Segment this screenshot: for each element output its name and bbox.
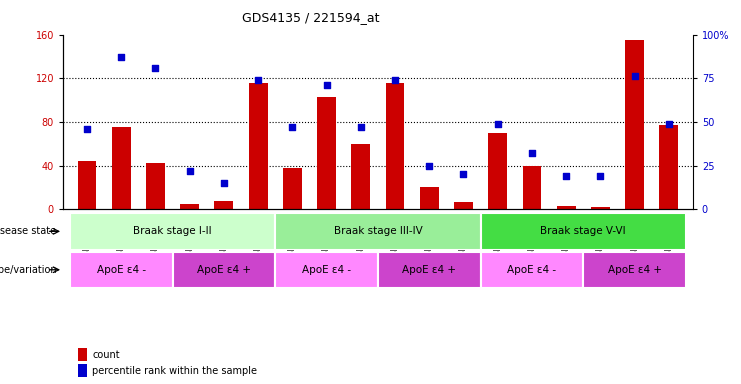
Point — [526, 150, 538, 156]
Bar — [180, 204, 199, 209]
Bar — [146, 164, 165, 209]
Bar — [78, 348, 87, 361]
Text: GDS4135 / 221594_at: GDS4135 / 221594_at — [242, 12, 380, 25]
Bar — [283, 168, 302, 209]
Text: ApoE ε4 +: ApoE ε4 + — [402, 265, 456, 275]
Point — [321, 82, 333, 88]
Bar — [385, 83, 405, 209]
Point — [355, 124, 367, 130]
Point — [218, 180, 230, 186]
Bar — [317, 97, 336, 209]
Point — [252, 77, 264, 83]
Bar — [488, 133, 507, 209]
Text: count: count — [92, 349, 120, 359]
Text: Braak stage V-VI: Braak stage V-VI — [540, 226, 626, 237]
Point — [628, 73, 640, 79]
Point — [389, 77, 401, 83]
Text: percentile rank within the sample: percentile rank within the sample — [92, 366, 257, 376]
Bar — [659, 125, 678, 209]
Point — [663, 121, 675, 127]
Point — [457, 171, 469, 177]
Point — [116, 54, 127, 60]
Bar — [78, 161, 96, 209]
Text: ApoE ε4 +: ApoE ε4 + — [608, 265, 662, 275]
Text: genotype/variation: genotype/variation — [0, 265, 59, 275]
Bar — [591, 207, 610, 209]
Bar — [378, 252, 481, 288]
Text: Braak stage I-II: Braak stage I-II — [133, 226, 212, 237]
Text: ApoE ε4 -: ApoE ε4 - — [508, 265, 556, 275]
Point — [560, 173, 572, 179]
Bar — [173, 252, 275, 288]
Bar — [275, 213, 481, 250]
Point — [184, 168, 196, 174]
Bar — [583, 252, 686, 288]
Point — [492, 121, 504, 127]
Bar — [481, 213, 686, 250]
Bar — [420, 187, 439, 209]
Bar — [625, 40, 644, 209]
Point — [287, 124, 299, 130]
Point — [150, 65, 162, 71]
Bar — [112, 127, 130, 209]
Bar — [556, 206, 576, 209]
Text: disease state: disease state — [0, 226, 59, 237]
Bar — [481, 252, 583, 288]
Text: ApoE ε4 +: ApoE ε4 + — [197, 265, 251, 275]
Bar — [275, 252, 378, 288]
Bar — [70, 252, 173, 288]
Bar — [214, 200, 233, 209]
Point — [594, 173, 606, 179]
Bar — [351, 144, 370, 209]
Point — [423, 162, 435, 169]
Bar — [522, 166, 542, 209]
Text: ApoE ε4 -: ApoE ε4 - — [96, 265, 146, 275]
Point — [81, 126, 93, 132]
Text: ApoE ε4 -: ApoE ε4 - — [302, 265, 351, 275]
Bar — [78, 364, 87, 377]
Text: Braak stage III-IV: Braak stage III-IV — [333, 226, 422, 237]
Bar — [249, 83, 268, 209]
Bar — [70, 213, 275, 250]
Bar — [454, 202, 473, 209]
